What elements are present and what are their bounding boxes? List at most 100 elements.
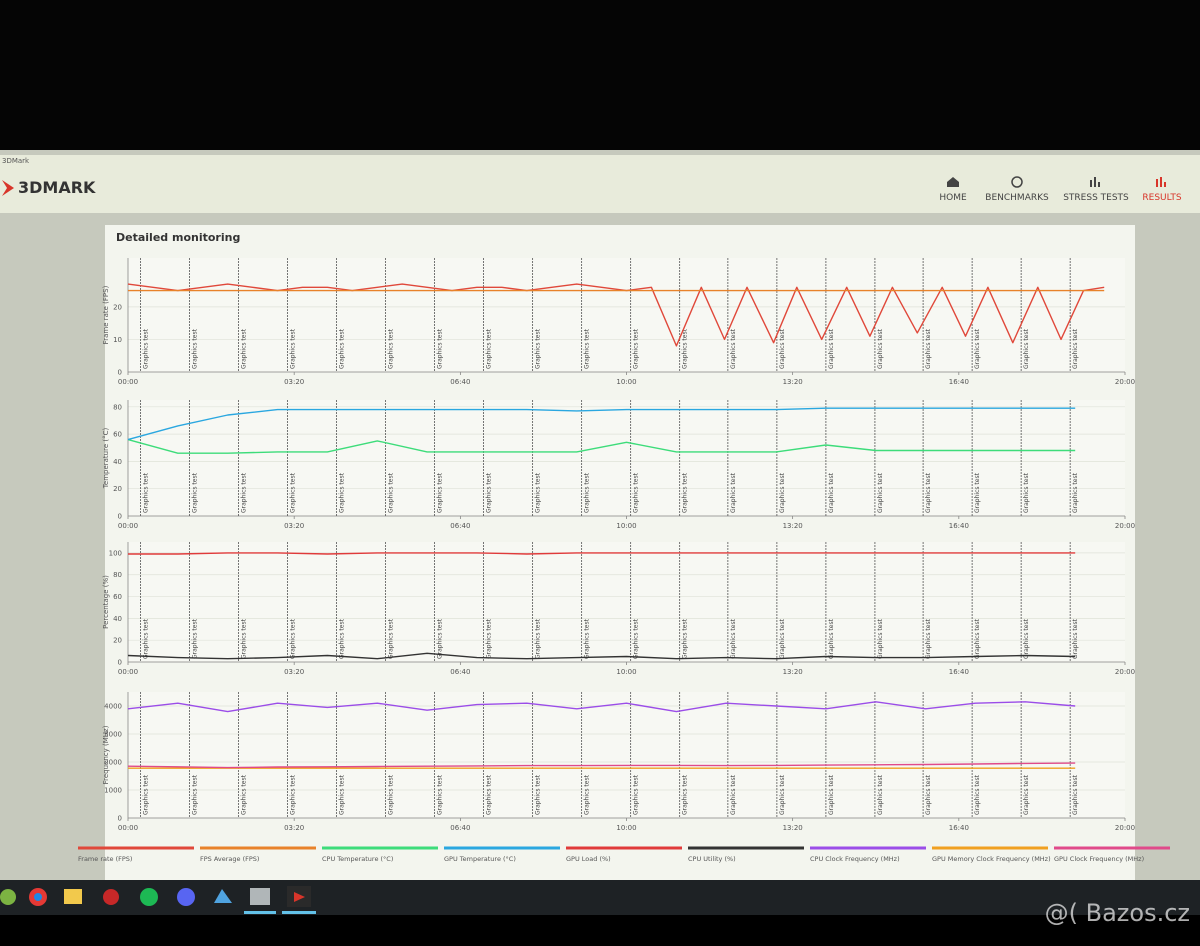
- test-marker-label: Graphics test: [290, 618, 297, 659]
- legend-label: GPU Load (%): [566, 855, 611, 863]
- x-tick-label: 06:40: [450, 668, 470, 676]
- x-tick-label: 06:40: [450, 378, 470, 386]
- x-tick-label: 20:00: [1115, 522, 1135, 530]
- x-tick-label: 10:00: [616, 522, 636, 530]
- plot-area: [128, 692, 1125, 818]
- test-marker-label: Graphics test: [142, 328, 149, 369]
- test-marker-label: Graphics test: [191, 618, 198, 659]
- nav-item[interactable]: HOME: [939, 193, 967, 203]
- x-tick-label: 00:00: [118, 378, 138, 386]
- legend-label: CPU Temperature (°C): [322, 855, 393, 863]
- test-marker-label: Graphics test: [1023, 618, 1030, 659]
- test-marker-label: Graphics test: [730, 472, 737, 513]
- test-marker-label: Graphics test: [388, 328, 395, 369]
- test-marker-label: Graphics test: [925, 618, 932, 659]
- test-marker-label: Graphics test: [730, 774, 737, 815]
- test-marker-label: Graphics test: [1072, 328, 1079, 369]
- taskbar-icons: [0, 886, 316, 914]
- y-tick-label: 0: [118, 369, 122, 377]
- legend-label: GPU Temperature (°C): [444, 855, 516, 863]
- x-tick-label: 13:20: [783, 824, 803, 832]
- test-marker-label: Graphics test: [486, 328, 493, 369]
- test-marker-label: Graphics test: [682, 774, 689, 815]
- test-marker-label: Graphics test: [779, 472, 786, 513]
- y-axis-title: Percentage (%): [102, 575, 110, 629]
- y-tick-label: 20: [113, 485, 122, 493]
- x-tick-label: 06:40: [450, 824, 470, 832]
- x-tick-label: 00:00: [118, 824, 138, 832]
- x-tick-label: 16:40: [949, 378, 969, 386]
- test-marker-label: Graphics test: [633, 472, 640, 513]
- nav-item[interactable]: RESULTS: [1142, 193, 1182, 203]
- nav-item[interactable]: STRESS TESTS: [1063, 193, 1129, 203]
- test-marker-label: Graphics test: [388, 618, 395, 659]
- taskbar-active: [282, 911, 316, 914]
- taskbar-icon[interactable]: [103, 889, 119, 905]
- y-tick-label: 0: [118, 659, 122, 667]
- test-marker-label: Graphics test: [339, 618, 346, 659]
- test-marker-label: Graphics test: [535, 328, 542, 369]
- taskbar-icon[interactable]: [177, 888, 195, 906]
- test-marker-label: Graphics test: [584, 472, 591, 513]
- taskbar-icon[interactable]: [0, 889, 16, 905]
- taskbar-icon[interactable]: [64, 889, 82, 904]
- test-marker-label: Graphics test: [241, 328, 248, 369]
- test-marker-label: Graphics test: [437, 328, 444, 369]
- test-marker-label: Graphics test: [584, 774, 591, 815]
- test-marker-label: Graphics test: [925, 328, 932, 369]
- x-tick-label: 03:20: [284, 668, 304, 676]
- test-marker-label: Graphics test: [437, 472, 444, 513]
- series-line: [127, 438, 1076, 454]
- y-tick-label: 40: [113, 458, 122, 466]
- nav-item[interactable]: BENCHMARKS: [985, 193, 1049, 203]
- test-marker-label: Graphics test: [290, 472, 297, 513]
- test-marker-label: Graphics test: [974, 328, 981, 369]
- test-marker-label: Graphics test: [682, 472, 689, 513]
- x-tick-label: 10:00: [616, 668, 636, 676]
- app-header: [0, 155, 1200, 213]
- taskbar-icon-mark: [294, 892, 305, 902]
- x-tick-label: 00:00: [118, 668, 138, 676]
- logo[interactable]: 3DMARK: [2, 178, 96, 197]
- nav: HOME BENCHMARKS STRESS TESTS RESULTS: [939, 176, 1182, 203]
- legend-label: CPU Clock Frequency (MHz): [810, 855, 900, 863]
- legend-label: GPU Memory Clock Frequency (MHz): [932, 855, 1051, 863]
- x-tick-label: 06:40: [450, 522, 470, 530]
- test-marker-label: Graphics test: [730, 618, 737, 659]
- taskbar-icon[interactable]: [214, 889, 232, 903]
- test-marker-label: Graphics test: [486, 472, 493, 513]
- test-marker-label: Graphics test: [779, 774, 786, 815]
- y-tick-label: 20: [113, 303, 122, 311]
- test-marker-label: Graphics test: [1023, 472, 1030, 513]
- x-tick-label: 20:00: [1115, 824, 1135, 832]
- chart: 0 20 40 60 80 00:00 03:20 06:40 10:00 13:20 16:40 2…: [102, 400, 1135, 530]
- test-marker-label: Graphics test: [828, 618, 835, 659]
- y-axis-title: Temperature (°C): [102, 428, 110, 490]
- y-tick-label: 0: [118, 815, 122, 823]
- test-marker-label: Graphics test: [925, 774, 932, 815]
- x-tick-label: 13:20: [783, 668, 803, 676]
- test-marker-label: Graphics test: [191, 328, 198, 369]
- legend: Frame rate (FPS) FPS Average (FPS) CPU Tem…: [78, 846, 1170, 863]
- test-marker-label: Graphics test: [877, 774, 884, 815]
- x-tick-label: 13:20: [783, 522, 803, 530]
- x-tick-label: 10:00: [616, 378, 636, 386]
- x-tick-label: 16:40: [949, 522, 969, 530]
- y-tick-label: 3000: [104, 731, 122, 739]
- x-tick-label: 03:20: [284, 522, 304, 530]
- series-line: [128, 552, 1076, 555]
- test-marker-label: Graphics test: [241, 618, 248, 659]
- series-line: [127, 652, 1076, 660]
- taskbar-active: [244, 911, 276, 914]
- test-marker-label: Graphics test: [1072, 618, 1079, 659]
- stress-icon: [1090, 177, 1100, 187]
- taskbar-icon[interactable]: [250, 888, 270, 905]
- taskbar-icon[interactable]: [140, 888, 158, 906]
- test-marker-label: Graphics test: [779, 618, 786, 659]
- plot-area: [128, 542, 1125, 662]
- test-marker-label: Graphics test: [633, 618, 640, 659]
- test-marker-label: Graphics test: [877, 618, 884, 659]
- x-tick-label: 03:20: [284, 824, 304, 832]
- test-marker-label: Graphics test: [730, 328, 737, 369]
